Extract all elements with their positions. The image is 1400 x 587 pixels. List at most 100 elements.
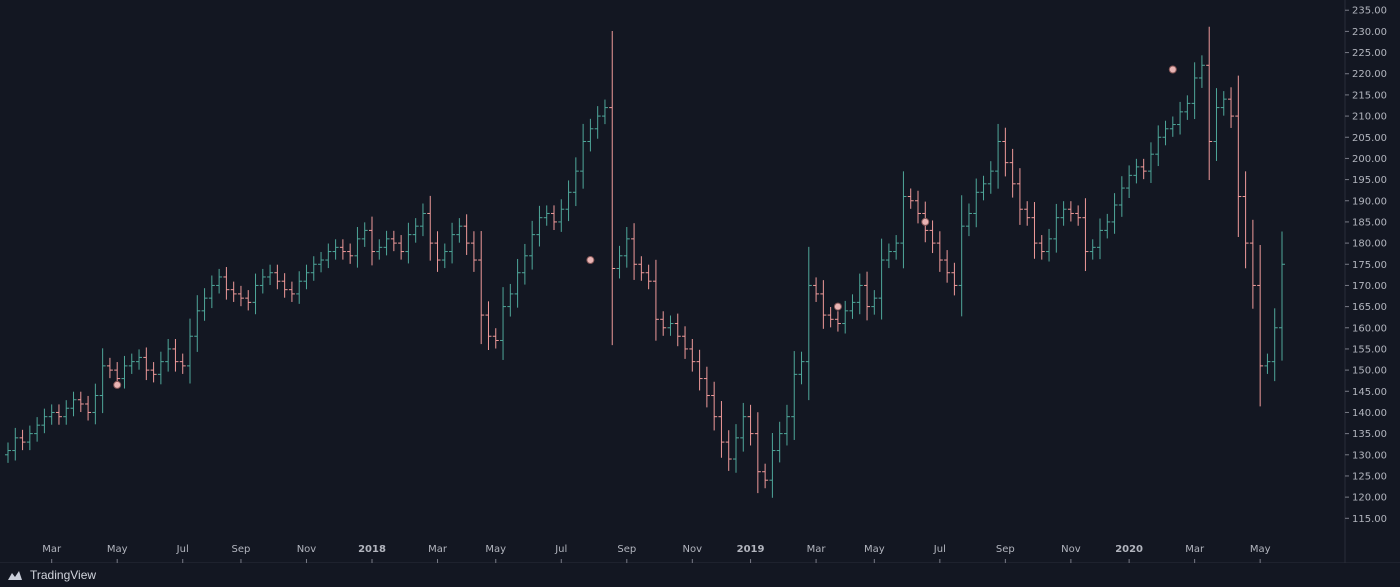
time-tick-label: Mar <box>42 544 62 555</box>
ohlc-bar <box>332 239 339 260</box>
ohlc-bar <box>1279 231 1285 361</box>
time-tick-label: Mar <box>1185 544 1205 555</box>
ohlc-bar <box>412 218 419 243</box>
ohlc-bar <box>121 355 128 389</box>
ohlc-bar <box>128 353 135 374</box>
ohlc-bar <box>689 338 696 372</box>
time-tick-label: Nov <box>1061 544 1081 555</box>
price-tick-label: 160.00 <box>1352 323 1387 334</box>
dividend-marker[interactable] <box>921 217 930 226</box>
ohlc-bar <box>172 338 179 372</box>
ohlc-bar <box>376 239 383 260</box>
ohlc-bar <box>1118 176 1125 217</box>
ohlc-bar <box>252 273 259 315</box>
ohlc-bar <box>682 326 689 359</box>
tradingview-logo-icon <box>8 571 22 580</box>
ohlc-bar <box>85 395 92 421</box>
ohlc-bar <box>1242 171 1249 269</box>
ohlc-bar <box>1082 198 1089 272</box>
ohlc-bar <box>580 123 587 189</box>
time-tick-label: Jul <box>176 544 189 555</box>
ohlc-bar <box>405 222 412 264</box>
ohlc-bar <box>1271 308 1278 382</box>
ohlc-bar <box>1155 125 1162 167</box>
ohlc-bar <box>558 199 565 232</box>
ohlc-bar <box>601 99 608 125</box>
price-tick-label: 120.00 <box>1352 493 1387 504</box>
ohlc-bar <box>1097 218 1103 260</box>
price-tick-label: 140.00 <box>1352 408 1387 419</box>
ohlc-bar <box>12 427 19 461</box>
ohlc-bar <box>1060 201 1067 226</box>
ohlc-bar <box>1191 62 1198 120</box>
ohlc-bar <box>492 328 499 349</box>
ohlc-bar <box>1147 142 1154 183</box>
ohlc-bar <box>1235 75 1242 237</box>
ohlc-bar <box>609 30 616 346</box>
ohlc-bar <box>1126 165 1133 199</box>
ohlc-bar <box>434 231 441 272</box>
time-tick-label: Sep <box>617 544 636 555</box>
ohlc-bar <box>871 290 878 315</box>
ohlc-bar <box>827 307 834 328</box>
time-tick-label: 2020 <box>1115 544 1143 555</box>
ohlc-bar <box>245 290 252 311</box>
ohlc-bar <box>973 178 980 228</box>
ohlc-bar <box>754 412 761 494</box>
ohlc-bar <box>965 203 972 237</box>
ohlc-bar <box>267 264 274 286</box>
price-axis[interactable]: 235.00 230.00 225.00 220.00 215.00 210.00 205.… <box>1345 6 1387 525</box>
ohlc-bar <box>143 347 150 381</box>
ohlc-bar <box>652 259 659 341</box>
time-tick-label: Jul <box>554 544 567 555</box>
price-tick-label: 155.00 <box>1352 344 1387 355</box>
time-tick-label: Mar <box>428 544 448 555</box>
price-tick-label: 200.00 <box>1352 154 1387 165</box>
ohlc-bar <box>288 281 295 302</box>
ohlc-bar <box>995 123 1002 189</box>
dividend-marker[interactable] <box>586 256 595 265</box>
price-tick-label: 175.00 <box>1352 260 1387 271</box>
dividend-marker[interactable] <box>833 302 842 311</box>
price-tick-label: 135.00 <box>1352 429 1387 440</box>
ohlc-bar <box>1198 55 1205 88</box>
ohlc-bar <box>1177 101 1184 135</box>
ohlc-bar <box>354 227 361 268</box>
ohlc-bar <box>223 267 230 300</box>
ohlc-bar <box>281 273 288 298</box>
dividend-markers <box>113 65 1177 389</box>
ohlc-bar <box>776 421 783 463</box>
ohlc-bar <box>208 275 215 309</box>
time-tick-label: Sep <box>996 544 1015 555</box>
ohlc-bar <box>980 175 987 201</box>
price-tick-label: 205.00 <box>1352 133 1387 144</box>
ohlc-bar <box>900 171 907 269</box>
time-tick-label: May <box>107 544 128 555</box>
ohlc-bars <box>5 26 1285 498</box>
ohlc-bar <box>296 271 303 304</box>
ohlc-bar <box>48 404 55 425</box>
ohlc-bar <box>616 245 623 279</box>
ohlc-bar <box>274 264 281 290</box>
ohlc-bar <box>106 357 113 379</box>
ohlc-bar <box>216 268 223 294</box>
time-tick-label: Nov <box>683 544 703 555</box>
ohlc-bar <box>1067 201 1074 222</box>
ohlc-bar <box>645 264 652 290</box>
dividend-marker[interactable] <box>113 380 122 389</box>
ohlc-bar <box>427 195 434 261</box>
time-tick-label: Mar <box>807 544 827 555</box>
ohlc-bar <box>1089 239 1096 260</box>
ohlc-bar <box>733 424 739 473</box>
ohlc-bar <box>1075 205 1082 226</box>
ohlc-bar <box>456 218 463 243</box>
price-tick-label: 210.00 <box>1352 112 1387 123</box>
time-axis[interactable]: Mar May Jul Sep Nov 2018 Mar May Jul Sep Nov 2019 Ma… <box>42 544 1271 563</box>
ohlc-bar <box>623 227 630 268</box>
ohlc-bar <box>674 313 681 347</box>
price-chart[interactable]: 235.00 230.00 225.00 220.00 215.00 210.00 205.… <box>0 0 1400 563</box>
ohlc-bar <box>951 262 958 296</box>
dividend-marker[interactable] <box>1168 65 1177 74</box>
ohlc-bar <box>878 238 885 320</box>
